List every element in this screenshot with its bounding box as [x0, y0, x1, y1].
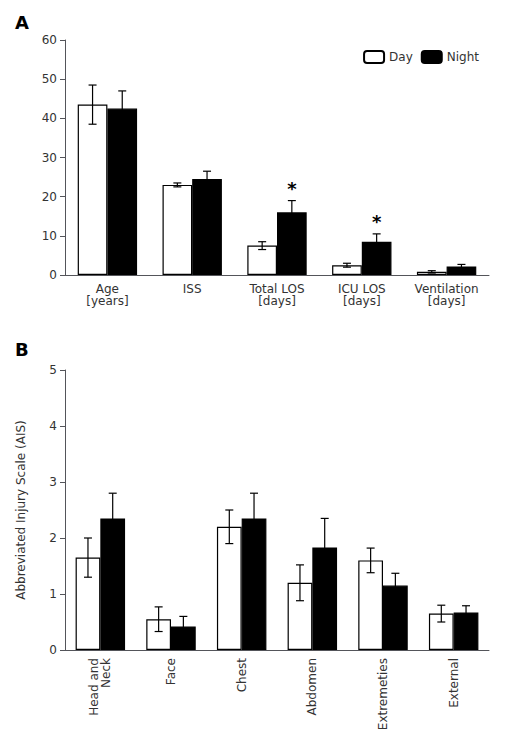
- svg-text:B: B: [15, 339, 29, 360]
- svg-text:Day: Day: [389, 50, 413, 64]
- svg-text:2: 2: [49, 531, 57, 545]
- svg-text:0: 0: [49, 643, 57, 657]
- svg-text:20: 20: [42, 190, 57, 204]
- svg-text:Face: Face: [164, 658, 178, 685]
- svg-text:Ventilation: Ventilation: [414, 282, 479, 296]
- svg-text:ISS: ISS: [183, 282, 202, 296]
- svg-text:Total LOS: Total LOS: [249, 282, 305, 296]
- svg-text:3: 3: [49, 475, 57, 489]
- svg-text:[days]: [days]: [343, 294, 381, 308]
- svg-text:Abbreviated Injury Scale (AIS): Abbreviated Injury Scale (AIS): [14, 420, 28, 600]
- svg-text:4: 4: [49, 419, 57, 433]
- svg-text:[days]: [days]: [258, 294, 296, 308]
- svg-text:10: 10: [42, 229, 57, 243]
- svg-text:*: *: [372, 211, 382, 232]
- svg-text:*: *: [287, 178, 297, 199]
- svg-text:Head and: Head and: [87, 658, 102, 716]
- svg-text:50: 50: [42, 72, 57, 86]
- svg-text:40: 40: [42, 111, 57, 125]
- svg-text:30: 30: [42, 151, 57, 165]
- svg-text:Neck: Neck: [99, 658, 113, 688]
- svg-text:Night: Night: [447, 50, 480, 64]
- svg-text:0: 0: [49, 268, 57, 282]
- svg-text:Abdomen: Abdomen: [305, 658, 319, 715]
- svg-text:Extremeties: Extremeties: [376, 658, 390, 730]
- svg-text:1: 1: [49, 587, 57, 601]
- svg-text:External: External: [447, 658, 461, 708]
- svg-text:Chest: Chest: [235, 658, 249, 693]
- svg-text:[years]: [years]: [86, 294, 128, 308]
- svg-text:ICU LOS: ICU LOS: [337, 282, 386, 296]
- svg-text:[days]: [days]: [428, 294, 466, 308]
- svg-text:A: A: [15, 12, 29, 33]
- svg-text:Age: Age: [95, 282, 119, 296]
- svg-text:60: 60: [42, 33, 57, 47]
- svg-text:5: 5: [49, 363, 57, 377]
